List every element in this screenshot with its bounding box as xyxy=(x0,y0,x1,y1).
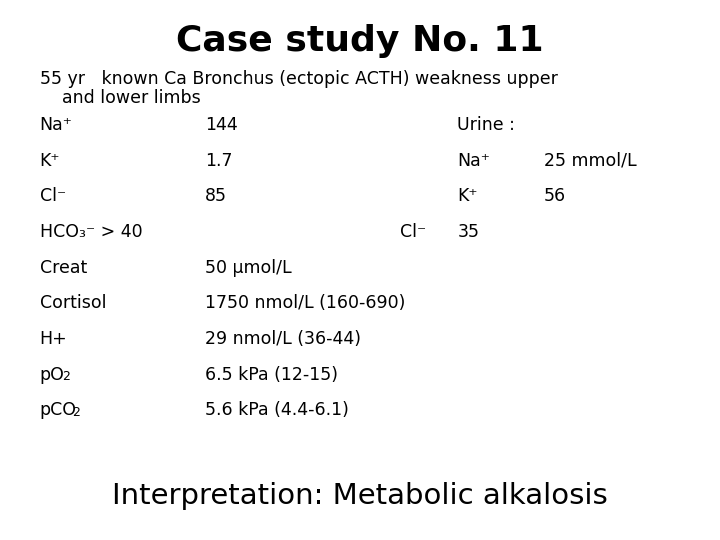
Text: H+: H+ xyxy=(40,330,68,348)
Text: Urine :: Urine : xyxy=(457,116,515,134)
Text: K⁺: K⁺ xyxy=(457,187,477,205)
Text: Na⁺: Na⁺ xyxy=(457,152,490,170)
Text: HCO₃⁻ > 40: HCO₃⁻ > 40 xyxy=(40,223,143,241)
Text: Interpretation: Metabolic alkalosis: Interpretation: Metabolic alkalosis xyxy=(112,482,608,510)
Text: Case study No. 11: Case study No. 11 xyxy=(176,24,544,58)
Text: 29 nmol/L (36-44): 29 nmol/L (36-44) xyxy=(205,330,361,348)
Text: 5.6 kPa (4.4-6.1): 5.6 kPa (4.4-6.1) xyxy=(205,401,349,419)
Text: Cl⁻: Cl⁻ xyxy=(400,223,426,241)
Text: Cl⁻: Cl⁻ xyxy=(40,187,66,205)
Text: 50 μmol/L: 50 μmol/L xyxy=(205,259,292,276)
Text: K⁺: K⁺ xyxy=(40,152,60,170)
Text: pO: pO xyxy=(40,366,65,383)
Text: 2: 2 xyxy=(72,406,80,419)
Text: 1.7: 1.7 xyxy=(205,152,233,170)
Text: 56: 56 xyxy=(544,187,566,205)
Text: 1750 nmol/L (160-690): 1750 nmol/L (160-690) xyxy=(205,294,405,312)
Text: 55 yr   known Ca Bronchus (ectopic ACTH) weakness upper: 55 yr known Ca Bronchus (ectopic ACTH) w… xyxy=(40,70,557,88)
Text: 144: 144 xyxy=(205,116,238,134)
Text: 2: 2 xyxy=(62,370,70,383)
Text: pCO: pCO xyxy=(40,401,76,419)
Text: Na⁺: Na⁺ xyxy=(40,116,73,134)
Text: 85: 85 xyxy=(205,187,228,205)
Text: 25 mmol/L: 25 mmol/L xyxy=(544,152,636,170)
Text: 6.5 kPa (12-15): 6.5 kPa (12-15) xyxy=(205,366,338,383)
Text: Cortisol: Cortisol xyxy=(40,294,106,312)
Text: and lower limbs: and lower limbs xyxy=(40,89,200,107)
Text: 35: 35 xyxy=(457,223,480,241)
Text: Creat: Creat xyxy=(40,259,87,276)
